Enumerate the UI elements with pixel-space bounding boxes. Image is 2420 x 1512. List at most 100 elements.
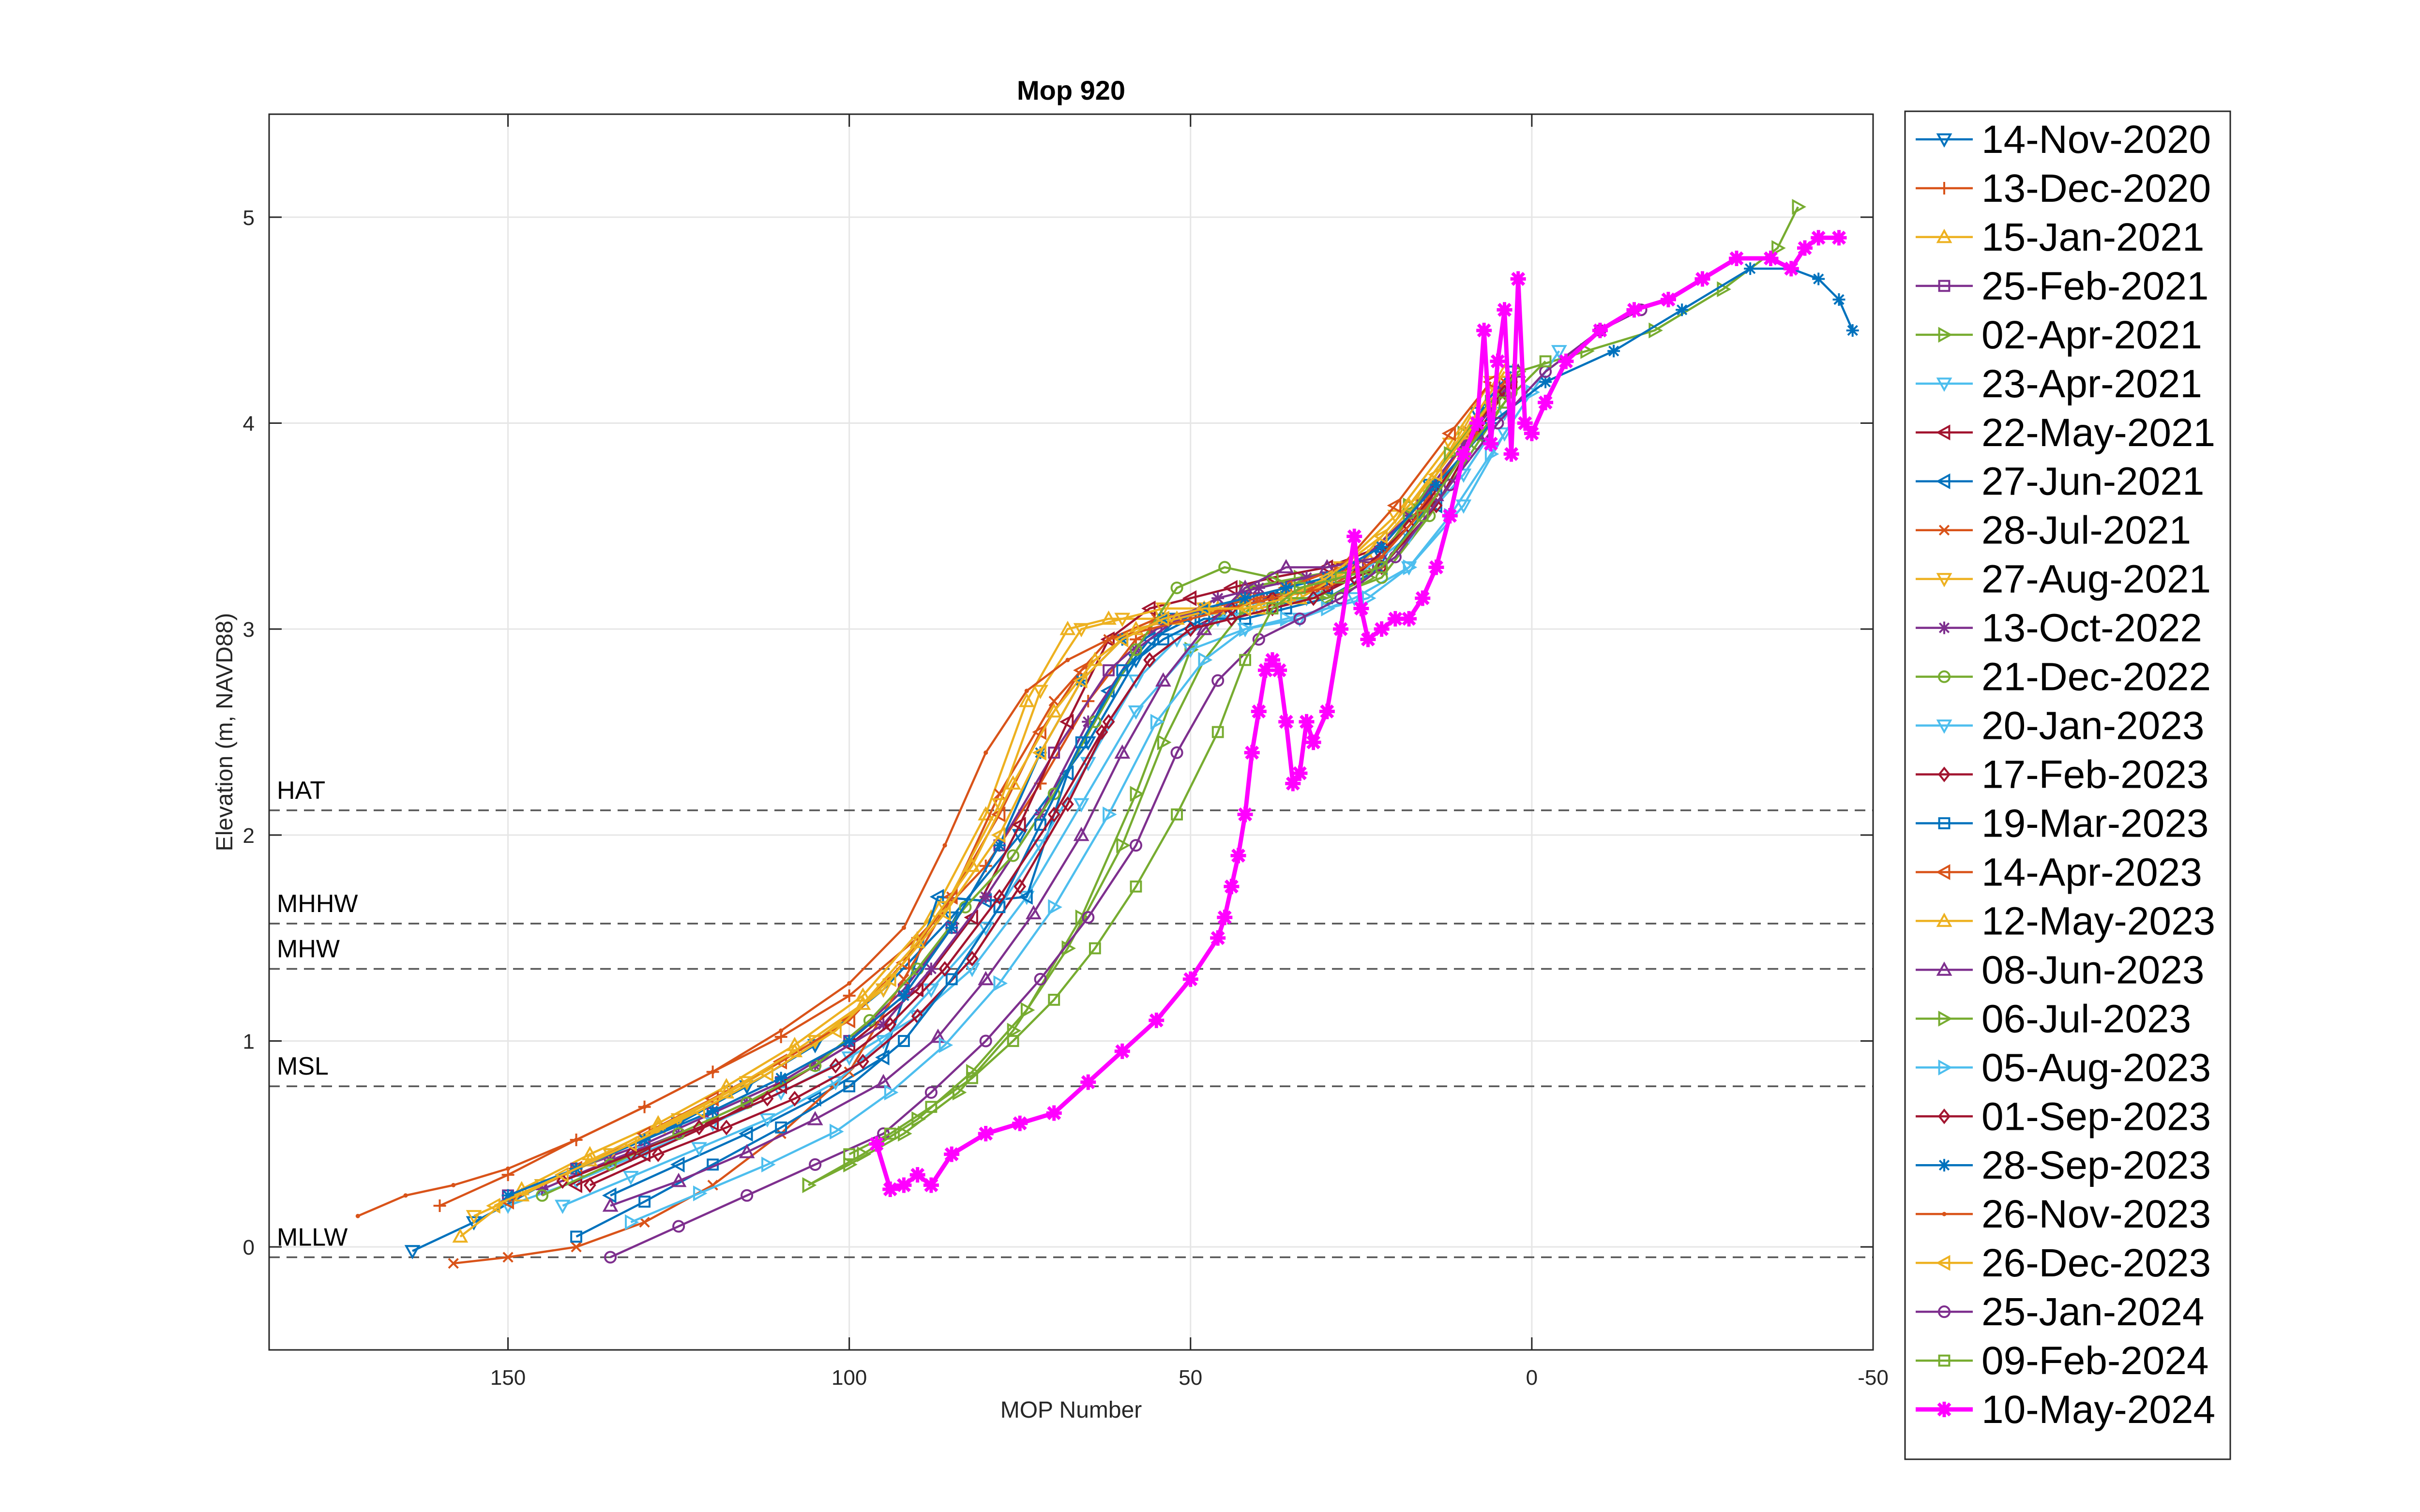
data-point xyxy=(884,1017,897,1033)
legend-entry: 06-Jul-2023 xyxy=(1916,997,2191,1041)
data-point xyxy=(1005,775,1021,790)
data-point xyxy=(1059,714,1074,730)
data-point xyxy=(1375,540,1388,553)
data-point xyxy=(1346,528,1362,544)
legend-entry: 14-Nov-2020 xyxy=(1916,118,2211,162)
data-point xyxy=(1403,559,1418,575)
data-point xyxy=(1007,1022,1022,1039)
data-point xyxy=(875,1074,892,1089)
legend-label: 21-Dec-2022 xyxy=(1981,655,2211,699)
legend-marker xyxy=(1937,1305,1951,1318)
data-point xyxy=(761,1091,774,1107)
legend-marker xyxy=(1936,573,1952,587)
data-point xyxy=(602,1197,619,1212)
data-point xyxy=(1012,1115,1028,1131)
legend-label: 06-Jul-2023 xyxy=(1981,997,2191,1041)
data-point xyxy=(1182,590,1197,606)
data-point xyxy=(896,1177,912,1193)
data-point xyxy=(1157,734,1172,750)
data-point xyxy=(650,1119,666,1134)
data-point xyxy=(1266,602,1279,614)
data-point xyxy=(622,1136,637,1152)
data-point xyxy=(1362,569,1376,586)
data-point xyxy=(875,1049,890,1065)
data-point xyxy=(788,1091,801,1107)
data-point xyxy=(1373,528,1388,545)
data-point xyxy=(1244,745,1260,761)
data-point xyxy=(898,973,909,985)
x-tick-label: 0 xyxy=(1526,1366,1538,1390)
legend-entry: 26-Nov-2023 xyxy=(1916,1192,2211,1236)
data-point xyxy=(1073,826,1089,841)
data-point xyxy=(1483,436,1499,452)
data-point xyxy=(1387,497,1402,514)
data-point xyxy=(1497,302,1512,318)
data-point xyxy=(1155,602,1171,617)
data-point xyxy=(582,1152,598,1167)
data-point xyxy=(1218,561,1231,574)
data-point xyxy=(1114,613,1131,628)
data-point xyxy=(925,1101,938,1113)
data-point xyxy=(1196,621,1212,635)
data-point xyxy=(897,989,910,1002)
legend-label: 28-Jul-2021 xyxy=(1981,509,2191,553)
data-point xyxy=(1832,293,1845,306)
data-point xyxy=(978,971,994,986)
data-point xyxy=(978,806,994,821)
data-point xyxy=(1048,899,1062,915)
data-point xyxy=(779,1028,784,1033)
data-point xyxy=(570,1230,582,1243)
legend-marker xyxy=(1938,766,1951,782)
data-point xyxy=(1059,621,1076,635)
legend-label: 15-Jan-2021 xyxy=(1981,215,2204,259)
series-line xyxy=(507,268,1854,1197)
data-point xyxy=(991,827,1006,843)
data-point xyxy=(672,1220,685,1233)
data-point xyxy=(1188,616,1193,621)
data-point xyxy=(1271,662,1287,678)
data-point xyxy=(1626,302,1642,318)
legend-label: 28-Sep-2023 xyxy=(1981,1143,2211,1187)
data-point xyxy=(1150,714,1165,730)
data-point xyxy=(979,890,992,903)
data-point xyxy=(1771,240,1786,256)
series-25-Jan-2024 xyxy=(604,303,1648,1264)
data-point xyxy=(1469,415,1485,431)
data-point xyxy=(759,1066,773,1082)
data-point xyxy=(1278,590,1292,606)
data-point xyxy=(1346,592,1362,607)
data-point xyxy=(809,1158,822,1171)
series-layer xyxy=(355,199,1859,1269)
data-point xyxy=(1299,714,1315,730)
legend-marker xyxy=(1936,1402,1952,1418)
data-point xyxy=(638,1196,651,1208)
data-point xyxy=(802,1177,817,1193)
data-point xyxy=(993,975,1008,991)
legend-marker xyxy=(1936,133,1952,148)
data-point xyxy=(1155,672,1171,687)
legend-entry: 28-Jul-2021 xyxy=(1916,509,2191,553)
data-point xyxy=(1524,425,1540,441)
data-point xyxy=(1362,590,1376,606)
data-point xyxy=(1128,705,1144,720)
series-line xyxy=(610,309,1642,1258)
data-point xyxy=(924,1086,938,1099)
data-point xyxy=(1300,571,1313,584)
data-point xyxy=(1497,427,1512,442)
legend-label: 13-Oct-2022 xyxy=(1981,606,2202,650)
data-point xyxy=(1280,611,1295,627)
series-line xyxy=(562,391,1506,1183)
data-point xyxy=(959,900,972,913)
data-point xyxy=(501,1189,514,1202)
data-point xyxy=(1034,819,1046,831)
data-point xyxy=(1103,806,1117,823)
data-point xyxy=(554,1199,571,1214)
legend-label: 26-Dec-2023 xyxy=(1981,1241,2211,1285)
data-point xyxy=(1539,355,1552,368)
data-point xyxy=(1230,848,1246,864)
legend-label: 02-Apr-2021 xyxy=(1981,313,2202,357)
data-point xyxy=(1251,600,1267,614)
legend-entry: 13-Oct-2022 xyxy=(1916,606,2202,650)
legend-label: 22-May-2021 xyxy=(1981,411,2215,455)
data-point xyxy=(1376,561,1388,573)
